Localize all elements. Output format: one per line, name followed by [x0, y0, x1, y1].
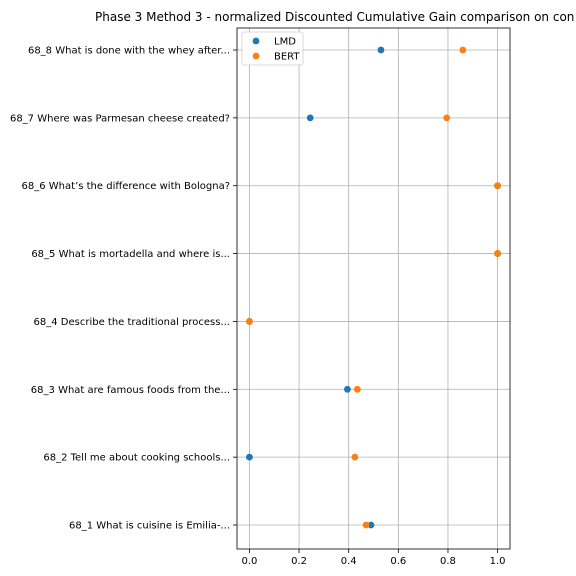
point-lmd-3	[344, 385, 351, 393]
point-lmd-7	[306, 114, 314, 122]
x-tick-label: 0.8	[440, 556, 456, 567]
point-bert-2	[351, 453, 359, 461]
point-bert-1	[362, 521, 370, 529]
y-tick-label: 68_6 What’s the difference with Bologna?	[22, 181, 230, 192]
point-bert-7	[443, 114, 451, 122]
legend-marker-bert	[252, 52, 260, 60]
y-tick-label: 68_8 What is done with the whey after...	[28, 46, 230, 57]
y-tick-label: 68_1 What is cuisine is Emilia-...	[69, 521, 230, 532]
y-tick-label: 68_7 Where was Parmesan cheese created?	[10, 113, 230, 124]
point-bert-4	[246, 318, 253, 325]
legend-marker-lmd	[252, 37, 260, 45]
point-bert-5	[494, 250, 501, 257]
y-tick-label: 68_2 Tell me about cooking schools...	[43, 453, 230, 464]
x-tick-label: 0.6	[390, 556, 406, 567]
data-points	[246, 46, 501, 529]
point-lmd-1	[367, 521, 375, 529]
chart-title: Phase 3 Method 3 - normalized Discounted…	[95, 10, 574, 24]
legend-label-bert: BERT	[274, 52, 300, 63]
plot-frame	[236, 27, 511, 550]
legend-label-lmd: LMD	[274, 37, 296, 48]
x-tick-label: 0.0	[241, 556, 257, 567]
point-lmd-8	[377, 46, 385, 54]
point-bert-6	[494, 182, 501, 190]
y-tick-label: 68_5 What is mortadella and where is...	[31, 249, 230, 260]
x-tick-label: 0.2	[291, 556, 307, 567]
point-bert-3	[353, 385, 361, 393]
x-tick-label: 0.4	[341, 556, 357, 567]
axis-ticks: 0.0 0.2 0.4 0.6 0.8 1.0 68_1 What is cuisine i…	[10, 46, 506, 568]
grid-lines	[237, 28, 510, 549]
point-bert-8	[459, 46, 467, 54]
x-tick-label: 1.0	[490, 556, 506, 567]
y-tick-label: 68_4 Describe the traditional process...	[34, 317, 230, 328]
point-lmd-2	[246, 453, 253, 461]
y-tick-label: 68_3 What are famous foods from the...	[31, 385, 230, 396]
legend: LMD BERT	[241, 31, 304, 66]
